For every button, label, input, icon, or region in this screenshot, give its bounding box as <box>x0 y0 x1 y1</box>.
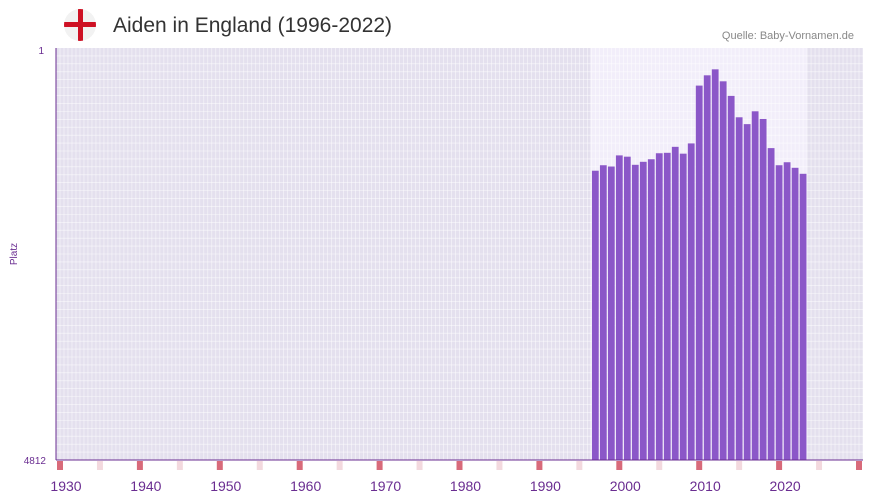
bar-2001[interactable] <box>631 164 639 461</box>
source-label: Quelle: Baby-Vornamen.de <box>721 30 854 42</box>
x-marker-1979 <box>456 461 463 470</box>
bar-2005[interactable] <box>663 152 671 460</box>
x-tick-label-1930: 1930 <box>50 478 81 494</box>
bar-1999[interactable] <box>615 155 623 460</box>
bar-2017[interactable] <box>759 118 767 461</box>
bar-2020[interactable] <box>783 162 791 460</box>
x-tick-label-2020: 2020 <box>770 478 801 494</box>
x-marker-2004 <box>656 461 663 470</box>
x-tick-label-2000: 2000 <box>610 478 641 494</box>
bar-2018[interactable] <box>767 148 775 460</box>
bar-2003[interactable] <box>647 159 655 461</box>
x-tick-label-1990: 1990 <box>530 478 561 494</box>
x-marker-1959 <box>296 461 303 470</box>
x-markers <box>57 461 862 470</box>
y-tick-label-bottom: 4812 <box>24 456 47 467</box>
x-tick-label-2010: 2010 <box>690 478 721 494</box>
x-tick-labels: 1930 1940 1950 1960 1970 1980 1990 2000 2010 2020 <box>50 478 800 494</box>
bar-2008[interactable] <box>687 143 695 460</box>
bars <box>591 69 807 461</box>
bar-2013[interactable] <box>727 95 735 461</box>
bar-2019[interactable] <box>775 165 783 460</box>
england-flag-icon <box>64 9 96 41</box>
bar-2004[interactable] <box>655 153 663 460</box>
bar-2009[interactable] <box>695 85 703 461</box>
x-tick-label-1950: 1950 <box>210 478 241 494</box>
x-marker-1974 <box>416 461 423 470</box>
x-marker-1944 <box>176 461 183 470</box>
x-marker-2009 <box>696 461 703 470</box>
bar-2012[interactable] <box>719 81 727 460</box>
x-marker-1939 <box>136 461 143 470</box>
bar-2006[interactable] <box>671 146 679 460</box>
chart-title: Aiden in England (1996-2022) <box>113 14 393 37</box>
y-axis-label: Platz <box>9 243 20 265</box>
bar-2002[interactable] <box>639 161 647 460</box>
x-marker-1994 <box>576 461 583 470</box>
x-marker-1954 <box>256 461 263 470</box>
bar-2010[interactable] <box>703 75 711 460</box>
x-marker-2024 <box>816 461 823 470</box>
x-marker-2029 <box>856 461 862 470</box>
bar-2021[interactable] <box>791 167 799 460</box>
x-marker-2014 <box>736 461 743 470</box>
y-tick-label-top: 1 <box>38 46 44 57</box>
x-marker-1929 <box>57 461 63 470</box>
x-marker-1989 <box>536 461 543 470</box>
bar-1997[interactable] <box>599 165 607 460</box>
x-marker-1934 <box>96 461 103 470</box>
x-tick-label-1970: 1970 <box>370 478 401 494</box>
x-marker-1964 <box>336 461 343 470</box>
bar-2014[interactable] <box>735 117 743 460</box>
bar-1998[interactable] <box>607 166 615 460</box>
bar-2000[interactable] <box>623 156 631 460</box>
bar-2022[interactable] <box>799 173 807 460</box>
bar-2016[interactable] <box>751 111 759 461</box>
x-marker-2019 <box>776 461 783 470</box>
bar-2015[interactable] <box>743 124 751 461</box>
x-tick-label-1980: 1980 <box>450 478 481 494</box>
x-tick-label-1940: 1940 <box>130 478 161 494</box>
x-marker-1969 <box>376 461 383 470</box>
x-marker-1949 <box>216 461 223 470</box>
x-marker-1984 <box>496 461 503 470</box>
x-tick-label-1960: 1960 <box>290 478 321 494</box>
bar-2011[interactable] <box>711 69 719 460</box>
x-marker-1999 <box>616 461 623 470</box>
bar-1996[interactable] <box>591 170 599 460</box>
bar-2007[interactable] <box>679 153 687 461</box>
